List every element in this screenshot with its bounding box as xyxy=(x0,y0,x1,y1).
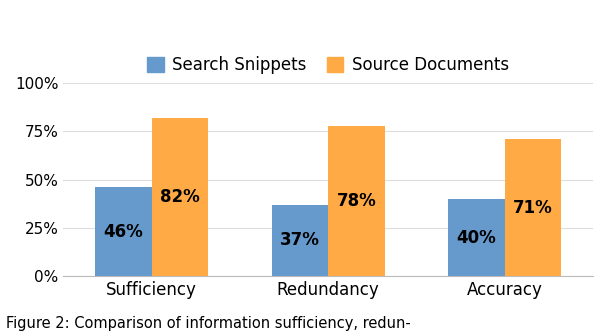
Bar xyxy=(272,205,328,276)
Bar xyxy=(95,187,151,276)
Text: 46%: 46% xyxy=(103,223,143,241)
Bar xyxy=(448,199,505,276)
Bar xyxy=(505,139,561,276)
Text: 78%: 78% xyxy=(337,192,376,210)
Legend: Search Snippets, Source Documents: Search Snippets, Source Documents xyxy=(141,49,516,80)
Text: Figure 2: Comparison of information sufficiency, redun-: Figure 2: Comparison of information suff… xyxy=(6,316,411,331)
Text: 82%: 82% xyxy=(160,188,200,206)
Text: 37%: 37% xyxy=(280,231,320,249)
Bar xyxy=(151,118,208,276)
Text: 40%: 40% xyxy=(457,228,496,246)
Bar xyxy=(328,126,385,276)
Text: 71%: 71% xyxy=(513,199,553,217)
